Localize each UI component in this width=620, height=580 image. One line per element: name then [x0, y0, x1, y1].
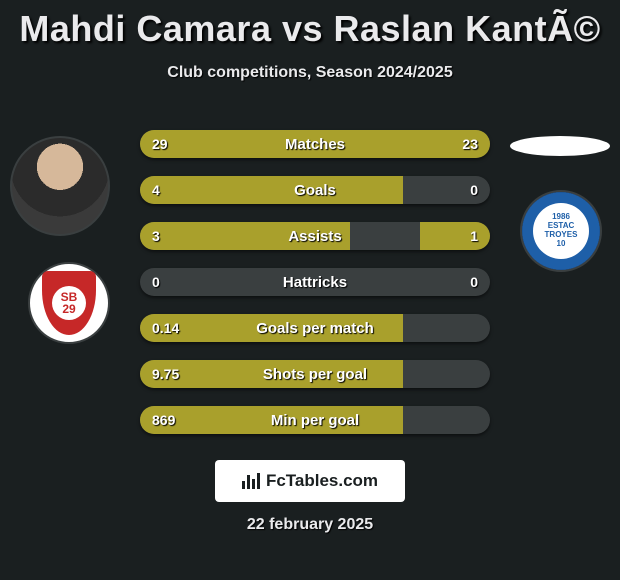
left-club-badge: SB 29: [28, 262, 110, 344]
stat-row: Hattricks0 0: [140, 268, 490, 296]
stat-row: Shots per goal9.75: [140, 360, 490, 388]
left-club-badge-bottom: 29: [62, 303, 75, 315]
bar-chart-icon: [242, 473, 260, 489]
stat-bar-right: [333, 130, 491, 158]
stat-row: Min per goal869: [140, 406, 490, 434]
stat-bar-left: [140, 130, 333, 158]
right-club-badge: 1986 ESTAC TROYES 10: [520, 190, 602, 272]
stat-bar-left: [140, 406, 403, 434]
stat-bar-left: [140, 176, 403, 204]
stat-bar-right: [420, 222, 490, 250]
page-title: Mahdi Camara vs Raslan KantÃ©: [0, 0, 620, 50]
left-club-badge-text: SB 29: [52, 286, 86, 320]
right-club-badge-text: 1986 ESTAC TROYES 10: [533, 203, 589, 259]
right-player-avatar: [510, 136, 610, 156]
stat-row: Assists31: [140, 222, 490, 250]
footer-brand-badge[interactable]: FcTables.com: [215, 460, 405, 502]
left-player-avatar: [10, 136, 110, 236]
stat-value-left: 0: [152, 268, 160, 296]
stat-row: Goals per match0.14: [140, 314, 490, 342]
stat-value-right: 0: [470, 176, 478, 204]
footer-date: 22 february 2025: [0, 516, 620, 534]
stat-value-right: 0: [470, 268, 478, 296]
shield-icon: SB 29: [42, 271, 96, 335]
stat-label: Hattricks: [140, 268, 490, 296]
footer-brand-text: FcTables.com: [266, 471, 378, 491]
subtitle: Club competitions, Season 2024/2025: [0, 64, 620, 82]
stat-row: Matches2923: [140, 130, 490, 158]
stat-row: Goals40: [140, 176, 490, 204]
stat-bar-left: [140, 222, 350, 250]
stat-bar-left: [140, 360, 403, 388]
stat-bar-left: [140, 314, 403, 342]
stats-bars: Matches2923Goals40Assists31Hattricks00Go…: [140, 130, 490, 452]
right-club-line4: 10: [557, 240, 566, 249]
